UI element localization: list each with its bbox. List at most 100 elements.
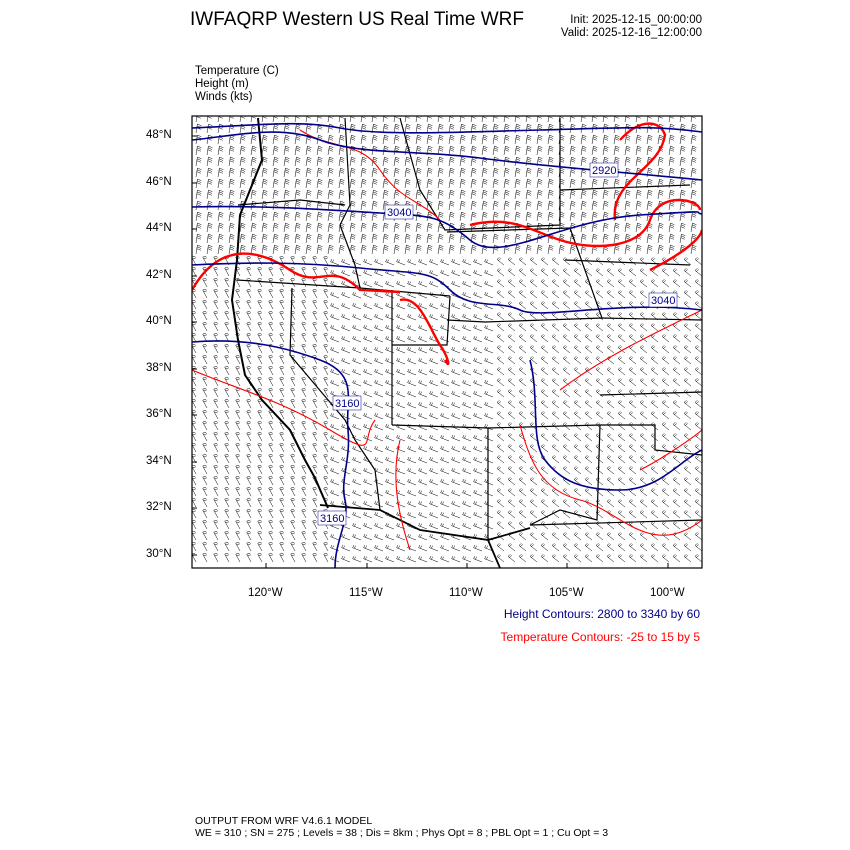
- wind-barb: [518, 257, 527, 266]
- wind-barb: [202, 519, 208, 530]
- wind-barb: [540, 444, 549, 453]
- wind-barb: [595, 290, 604, 299]
- wind-barb: [591, 211, 598, 222]
- wind-barb: [418, 489, 428, 497]
- wind-barb: [279, 321, 285, 332]
- wind-barb: [228, 145, 235, 156]
- wind-barb: [646, 134, 653, 145]
- wind-barb: [503, 123, 510, 134]
- wind-barb: [385, 335, 395, 343]
- wind-barb: [473, 412, 483, 420]
- wind-barb: [462, 335, 472, 343]
- wind-barb: [683, 400, 692, 409]
- wind-barb: [514, 233, 521, 244]
- wind-barb: [672, 411, 681, 420]
- wind-barb: [396, 555, 406, 563]
- wind-barb: [690, 244, 697, 255]
- wind-barb: [518, 455, 527, 464]
- wind-barb: [540, 389, 549, 398]
- wind-barb: [462, 445, 472, 453]
- wind-barb: [525, 244, 532, 255]
- wind-barb: [507, 323, 516, 332]
- wind-barb: [279, 475, 285, 486]
- wind-barb: [518, 499, 527, 508]
- wind-barb: [371, 134, 378, 145]
- wind-barb: [639, 411, 648, 420]
- wind-barb: [323, 475, 329, 486]
- wind-barb: [374, 544, 384, 552]
- wind-barb: [257, 475, 263, 486]
- wind-barb: [507, 433, 516, 442]
- wind-barb: [246, 288, 252, 299]
- wind-barb: [341, 291, 351, 299]
- wind-barb: [540, 543, 549, 552]
- wind-barb: [536, 189, 543, 200]
- wind-barb: [407, 511, 417, 519]
- wind-barb: [514, 211, 521, 222]
- wind-barb: [473, 313, 483, 321]
- wind-barb: [374, 533, 384, 541]
- wind-barb: [202, 310, 208, 321]
- wind-barb: [496, 510, 505, 519]
- wind-barb: [470, 200, 477, 211]
- wind-barb: [418, 522, 428, 530]
- wind-barb: [363, 357, 373, 365]
- height-contour: [192, 131, 702, 181]
- wind-barb: [235, 486, 241, 497]
- wind-barb: [235, 530, 241, 541]
- wind-barb: [573, 301, 582, 310]
- wind-barb: [661, 510, 670, 519]
- wind-barb: [551, 334, 560, 343]
- wind-barb: [481, 200, 488, 211]
- wind-barb: [639, 268, 648, 277]
- wind-barb: [371, 244, 378, 255]
- wind-barb: [257, 442, 263, 453]
- wind-barb: [360, 156, 367, 167]
- wind-barb: [206, 233, 213, 244]
- wind-barb: [261, 233, 268, 244]
- wind-barb: [562, 499, 571, 508]
- wind-barb: [415, 145, 422, 156]
- wind-barb: [235, 453, 241, 464]
- wind-barb: [396, 401, 406, 409]
- wind-barb: [268, 464, 274, 475]
- wind-barb: [385, 368, 395, 376]
- wind-barb: [496, 312, 505, 321]
- lon-label: 120°W: [248, 587, 283, 599]
- wind-barb: [257, 343, 263, 354]
- wind-barb: [393, 116, 400, 123]
- wind-barb: [661, 433, 670, 442]
- wind-barb: [279, 299, 285, 310]
- wind-barb: [507, 466, 516, 475]
- wind-barb: [301, 431, 307, 442]
- wind-barb: [694, 367, 702, 376]
- wind-barb: [268, 497, 274, 508]
- wind-barb: [352, 522, 362, 530]
- wind-barb: [290, 530, 296, 541]
- wind-barb: [404, 189, 411, 200]
- wind-barb: [459, 211, 466, 222]
- wind-barb: [617, 400, 626, 409]
- wind-barb: [239, 116, 246, 123]
- wind-barb: [323, 552, 329, 563]
- wind-barb: [341, 302, 351, 310]
- wind-barb: [694, 477, 702, 486]
- wind-barb: [639, 532, 648, 541]
- wind-barb: [407, 390, 417, 398]
- wind-barb: [418, 280, 428, 288]
- wind-barb: [407, 434, 417, 442]
- wind-barb: [312, 552, 318, 563]
- wind-barb: [492, 123, 499, 134]
- model-footer: OUTPUT FROM WRF V4.6.1 MODEL WE = 310 ; …: [195, 815, 608, 839]
- wind-barb: [679, 178, 686, 189]
- wind-barb: [672, 510, 681, 519]
- wind-barb: [363, 379, 373, 387]
- wind-barb: [602, 178, 609, 189]
- wind-barb: [690, 167, 697, 178]
- wind-barb: [518, 378, 527, 387]
- lat-label: 36°N: [146, 408, 172, 420]
- wind-barb: [415, 189, 422, 200]
- wind-barb: [228, 244, 235, 255]
- wind-barb: [341, 346, 351, 354]
- wind-barb: [246, 321, 252, 332]
